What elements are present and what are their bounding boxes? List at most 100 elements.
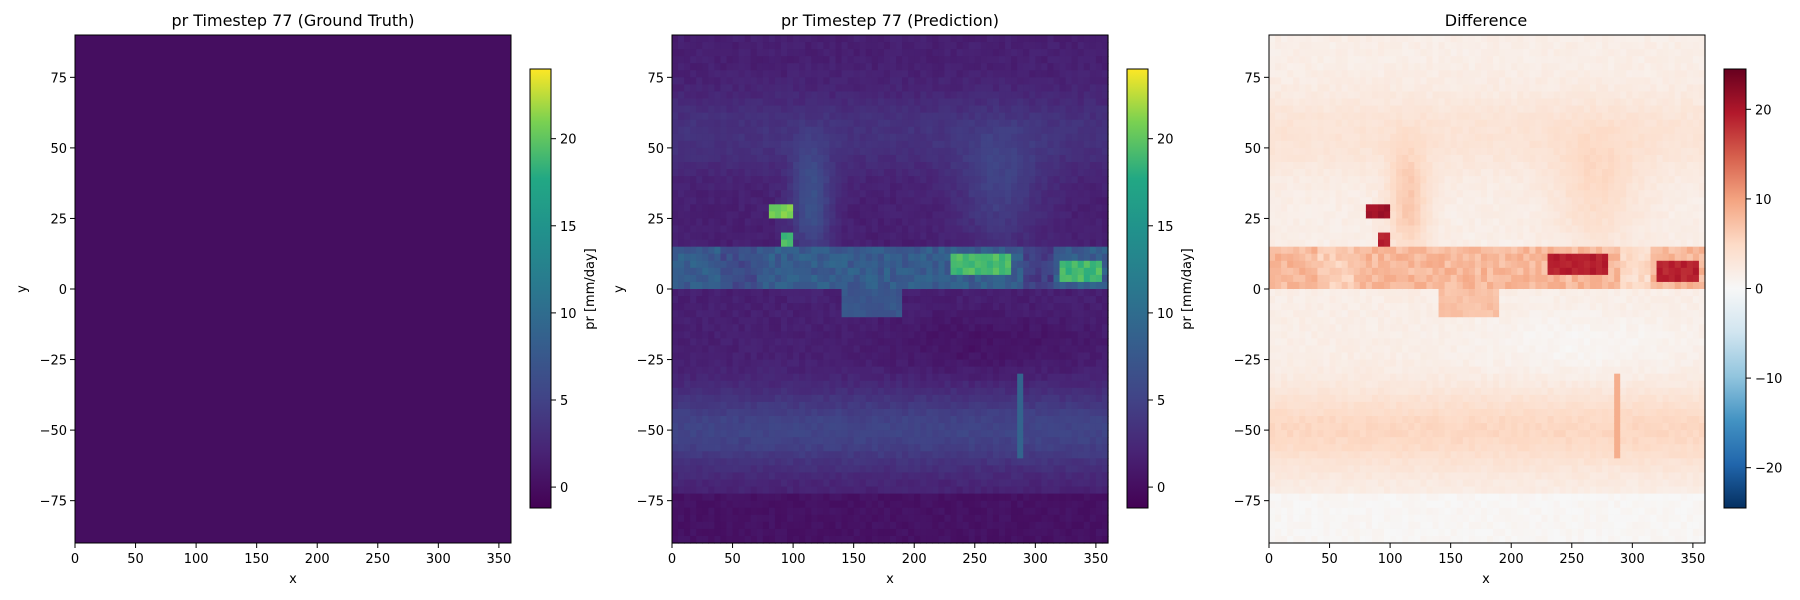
heatmap-cell [696, 274, 703, 283]
heatmap-cell [914, 486, 921, 495]
heatmap-cell [799, 528, 806, 537]
heatmap-cell [1011, 204, 1018, 212]
heatmap-cell [980, 176, 988, 184]
heatmap-cell [1017, 493, 1024, 502]
heatmap-cell [1071, 35, 1079, 43]
heatmap-cell [986, 56, 994, 64]
heatmap-cell [1047, 190, 1055, 198]
heatmap-cell [774, 42, 782, 50]
heatmap-cell [1005, 42, 1012, 50]
heatmap-cell [890, 105, 897, 114]
heatmap-cell [756, 373, 764, 382]
heatmap-cell [999, 430, 1006, 438]
heatmap-cell [1005, 310, 1012, 318]
heatmap-cell [799, 63, 806, 71]
heatmap-cell [768, 500, 776, 509]
heatmap-cell [672, 232, 679, 241]
heatmap-cell [908, 176, 915, 184]
heatmap-cell [787, 451, 794, 459]
heatmap-cell [974, 359, 982, 368]
heatmap-cell [926, 119, 933, 128]
heatmap-cell [1035, 105, 1042, 114]
heatmap-cell [956, 437, 964, 445]
heatmap-cell [805, 267, 812, 276]
heatmap-cell [877, 352, 885, 361]
heatmap-cell [835, 479, 843, 488]
heatmap-cell [732, 535, 740, 544]
heatmap-cell [805, 408, 812, 417]
heatmap-cell [1077, 416, 1085, 424]
heatmap-cell [932, 162, 940, 170]
heatmap-cell [781, 70, 788, 78]
heatmap-cell [732, 154, 740, 163]
heatmap-cell [774, 486, 782, 495]
heatmap-cell [1011, 493, 1018, 502]
heatmap-cell [774, 387, 782, 396]
heatmap-cell [726, 232, 734, 241]
heatmap-cell [841, 147, 849, 156]
heatmap-cell [774, 289, 782, 297]
heatmap-cell [1077, 70, 1085, 78]
heatmap-cell [756, 140, 764, 149]
heatmap-cell [684, 112, 691, 121]
heatmap-cell [811, 324, 818, 332]
heatmap-cell [1017, 98, 1024, 107]
heatmap-cell [1077, 42, 1085, 50]
heatmap-cell [738, 49, 746, 57]
heatmap-cell [1035, 352, 1042, 361]
heatmap-cell [762, 183, 770, 191]
heatmap-cell [1053, 310, 1061, 318]
heatmap-cell [877, 176, 885, 184]
heatmap-cell [1065, 147, 1073, 156]
heatmap-cell [805, 451, 812, 459]
heatmap-cell [999, 373, 1006, 382]
heatmap-cell [920, 479, 927, 488]
heatmap-cell [999, 162, 1006, 170]
heatmap-cell [781, 232, 788, 241]
heatmap-cell [1059, 394, 1067, 403]
heatmap-cell [920, 289, 927, 297]
heatmap-cell [986, 112, 994, 121]
heatmap-cell [962, 423, 970, 431]
heatmap-cell [938, 253, 946, 262]
heatmap-cell [890, 169, 897, 177]
heatmap-cell [696, 112, 703, 121]
heatmap-cell [986, 373, 994, 382]
heatmap-cell [672, 91, 679, 100]
heatmap-cell [708, 42, 715, 50]
heatmap-cell [980, 239, 988, 248]
heatmap-cell [980, 331, 988, 339]
heatmap-cell [908, 126, 915, 135]
heatmap-cell [865, 472, 873, 481]
heatmap-cell [690, 267, 697, 276]
heatmap-cell [980, 373, 988, 382]
heatmap-cell [1035, 190, 1042, 198]
heatmap-cell [920, 416, 927, 424]
heatmap-cell [883, 98, 891, 107]
heatmap-cell [787, 204, 794, 212]
heatmap-cell [793, 98, 800, 107]
heatmap-cell [1047, 521, 1055, 530]
heatmap-cell [787, 211, 794, 220]
heatmap-cell [690, 507, 697, 516]
heatmap-cell [684, 465, 691, 474]
heatmap-cell [823, 303, 831, 311]
heatmap-cell [859, 317, 867, 325]
heatmap-cell [926, 387, 933, 396]
heatmap-cell [750, 486, 758, 495]
heatmap-cell [702, 359, 709, 368]
panel-1-xlabel: x [289, 572, 297, 587]
heatmap-cell [841, 338, 849, 347]
heatmap-cell [920, 140, 927, 149]
heatmap-cell [1041, 77, 1049, 85]
heatmap-cell [938, 493, 946, 502]
heatmap-cell [902, 289, 909, 297]
heatmap-cell [787, 274, 794, 283]
heatmap-cell [999, 211, 1006, 220]
heatmap-cell [883, 345, 891, 354]
heatmap-cell [787, 232, 794, 241]
heatmap-cell [1029, 253, 1036, 262]
heatmap-cell [914, 359, 921, 368]
heatmap-cell [793, 535, 800, 544]
heatmap-cell [799, 500, 806, 509]
